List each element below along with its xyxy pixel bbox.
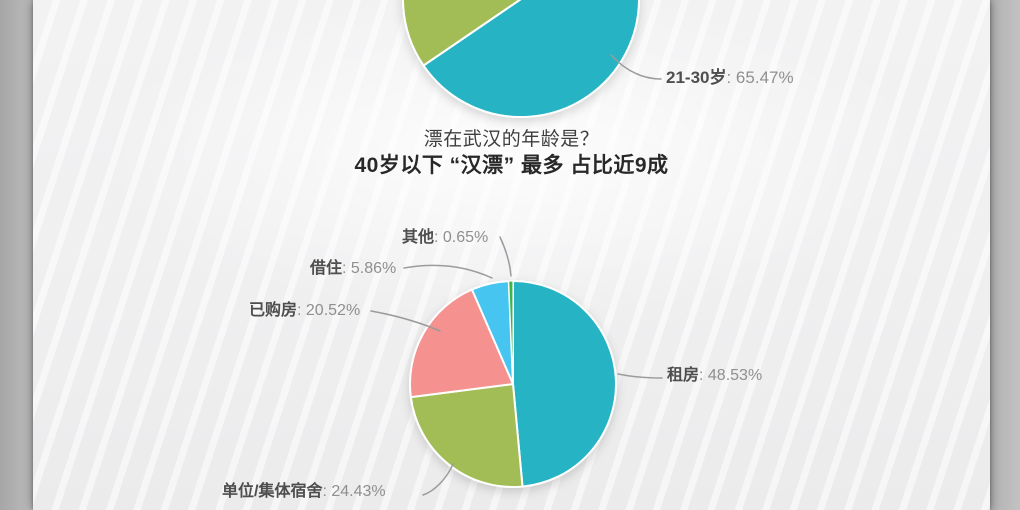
pie-slice-已购房 — [409, 288, 514, 399]
callout-age-21-30: 21-30岁: 65.47% — [666, 68, 794, 88]
callout-value: : 20.52% — [297, 302, 361, 319]
callout-yigoufang: 已购房: 20.52% — [249, 301, 360, 321]
callout-label: 借住 — [310, 260, 343, 277]
callout-value: : 65.47% — [726, 68, 794, 87]
callout-label: 已购房 — [249, 302, 298, 319]
callout-zufang: 租房: 48.53% — [667, 366, 762, 386]
callout-label: 21-30岁 — [666, 68, 727, 87]
callout-value: : 24.43% — [322, 483, 386, 500]
leader-age-21-30 — [610, 54, 662, 80]
callout-value: : 5.86% — [342, 260, 397, 277]
chart-headline: 40岁以下 “汉漂” 最多 占比近9成 — [354, 154, 669, 177]
callout-value: : 0.65% — [434, 229, 489, 246]
chart-question-title: 漂在武汉的年龄是？ — [423, 129, 600, 150]
pie-slice-租房 — [512, 280, 617, 488]
housing-pie — [409, 280, 617, 488]
pie-slice-unlabeled — [402, 0, 522, 67]
callout-qita: 其他: 0.65% — [402, 228, 488, 248]
leader-qita — [499, 236, 512, 277]
callout-jiezhu: 借住: 5.86% — [310, 259, 396, 279]
leader-jiezhu — [403, 264, 493, 279]
left-gutter — [0, 0, 33, 510]
right-gutter — [990, 0, 1020, 510]
callout-label: 其他 — [402, 229, 435, 246]
leader-zufang — [617, 373, 663, 379]
age-pie — [402, 0, 640, 118]
callout-value: : 48.53% — [699, 367, 763, 384]
leader-lines — [370, 54, 663, 496]
leader-danwei — [422, 463, 454, 496]
pie-slice-单位/集体宿舍 — [409, 383, 524, 488]
callout-danwei: 单位/集体宿舍: 24.43% — [222, 482, 386, 502]
pie-slice-其他 — [508, 280, 514, 385]
leader-yigoufang — [370, 310, 441, 332]
callout-label: 租房 — [667, 367, 700, 384]
callout-label: 单位/集体宿舍 — [222, 483, 323, 500]
